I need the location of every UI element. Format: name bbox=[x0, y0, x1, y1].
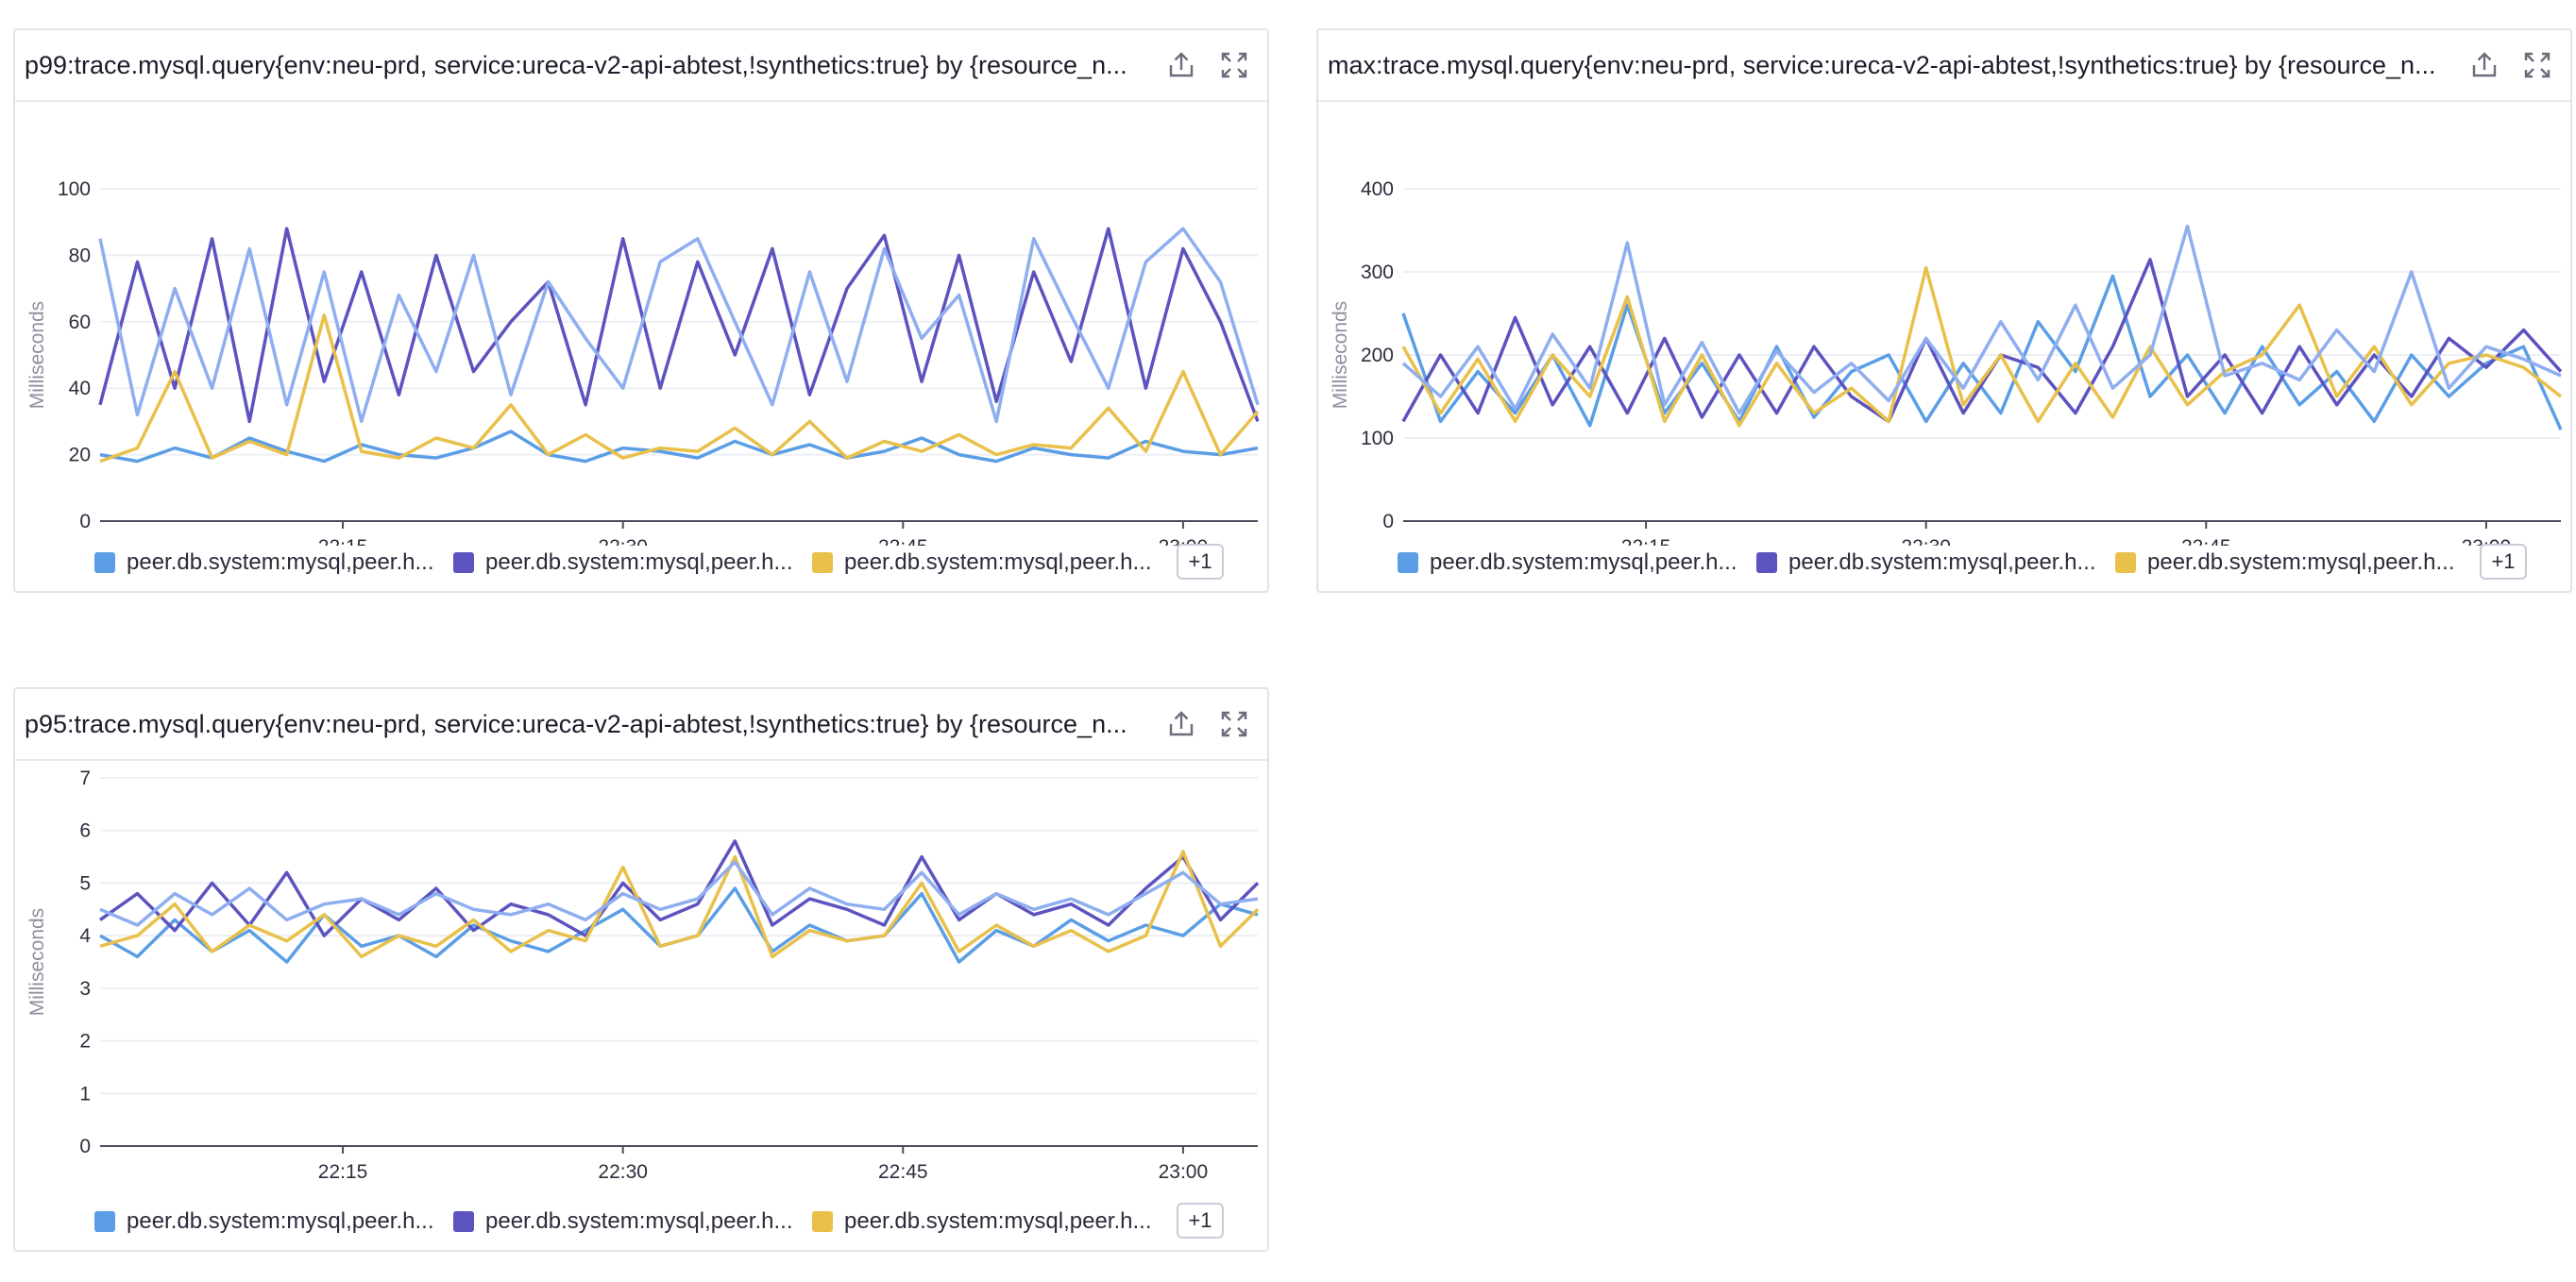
y-tick-label: 60 bbox=[69, 312, 91, 333]
y-tick-label: 400 bbox=[1361, 178, 1394, 200]
widget-title: p95:trace.mysql.query{env:neu-prd, servi… bbox=[25, 710, 1127, 738]
legend-label: peer.db.system:mysql,peer.h... bbox=[485, 549, 793, 575]
x-tick-label: 22:45 bbox=[878, 536, 928, 546]
y-tick-label: 100 bbox=[58, 178, 91, 200]
expand-icon[interactable] bbox=[1218, 49, 1250, 81]
legend-more-button[interactable]: +1 bbox=[2480, 544, 2527, 580]
legend-item[interactable]: peer.db.system:mysql,peer.h... bbox=[453, 544, 793, 582]
y-tick-label: 2 bbox=[79, 1031, 91, 1053]
y-tick-label: 5 bbox=[79, 872, 91, 894]
legend-label: peer.db.system:mysql,peer.h... bbox=[1430, 549, 1737, 575]
series-line-4[interactable] bbox=[99, 860, 1259, 927]
y-axis-label: Milliseconds bbox=[1330, 301, 1351, 409]
legend-label: peer.db.system:mysql,peer.h... bbox=[485, 1208, 793, 1234]
legend-item[interactable]: peer.db.system:mysql,peer.h... bbox=[812, 1203, 1152, 1240]
timeseries-widget-p99: p99:trace.mysql.query{env:neu-prd, servi… bbox=[13, 28, 1269, 593]
timeseries-widget-max: max:trace.mysql.query{env:neu-prd, servi… bbox=[1316, 28, 2572, 593]
y-tick-label: 20 bbox=[69, 445, 91, 466]
x-tick-label: 22:30 bbox=[598, 536, 648, 546]
widget-title: p99:trace.mysql.query{env:neu-prd, servi… bbox=[25, 51, 1127, 79]
y-tick-label: 6 bbox=[79, 820, 91, 842]
timeseries-plot[interactable]: 0 100 200 300 400 22:15 22:30 22:45 23:00 Millise… bbox=[1318, 102, 2570, 546]
series-line-3[interactable] bbox=[1401, 265, 2563, 428]
legend-item[interactable]: peer.db.system:mysql,peer.h... bbox=[1398, 544, 1737, 582]
legend-swatch bbox=[812, 1211, 833, 1232]
x-tick-label: 22:15 bbox=[1621, 536, 1671, 546]
x-tick-label: 22:45 bbox=[2181, 536, 2231, 546]
x-tick-label: 22:45 bbox=[878, 1161, 928, 1183]
legend-swatch bbox=[453, 552, 474, 573]
export-icon[interactable] bbox=[1165, 708, 1197, 740]
chart-legend: peer.db.system:mysql,peer.h... peer.db.s… bbox=[1384, 544, 2533, 582]
y-tick-label: 0 bbox=[79, 1136, 91, 1157]
y-tick-label: 4 bbox=[79, 925, 91, 947]
legend-item[interactable]: peer.db.system:mysql,peer.h... bbox=[94, 1203, 434, 1240]
y-grid bbox=[100, 777, 1258, 1095]
y-axis-label: Milliseconds bbox=[26, 301, 48, 409]
series-line-2[interactable] bbox=[98, 839, 1260, 937]
y-tick-label: 3 bbox=[79, 978, 91, 1000]
x-tick-label: 22:15 bbox=[318, 1161, 368, 1183]
y-tick-label: 80 bbox=[69, 245, 91, 266]
legend-label: peer.db.system:mysql,peer.h... bbox=[127, 549, 434, 575]
series-line-3[interactable] bbox=[99, 850, 1260, 959]
series-line-1[interactable] bbox=[1401, 274, 2563, 430]
legend-item[interactable]: peer.db.system:mysql,peer.h... bbox=[1756, 544, 2096, 582]
export-icon[interactable] bbox=[1165, 49, 1197, 81]
expand-icon[interactable] bbox=[2521, 49, 2553, 81]
timeseries-widget-p95: p95:trace.mysql.query{env:neu-prd, servi… bbox=[13, 687, 1269, 1252]
widget-header: max:trace.mysql.query{env:neu-prd, servi… bbox=[1318, 30, 2570, 102]
expand-icon[interactable] bbox=[1218, 708, 1250, 740]
legend-swatch bbox=[1756, 552, 1777, 573]
legend-item[interactable]: peer.db.system:mysql,peer.h... bbox=[94, 544, 434, 582]
legend-swatch bbox=[812, 552, 833, 573]
legend-label: peer.db.system:mysql,peer.h... bbox=[2147, 549, 2455, 575]
legend-label: peer.db.system:mysql,peer.h... bbox=[127, 1208, 434, 1234]
series-line-3[interactable] bbox=[99, 313, 1260, 464]
legend-more-button[interactable]: +1 bbox=[1177, 544, 1224, 580]
series-line-4[interactable] bbox=[98, 227, 1260, 424]
legend-swatch bbox=[1398, 552, 1418, 573]
export-icon[interactable] bbox=[2468, 49, 2500, 81]
timeseries-plot[interactable]: 0 20 40 60 80 100 22:15 22:30 22:45 23:00 Millisec… bbox=[15, 102, 1267, 546]
x-tick-label: 23:00 bbox=[2462, 536, 2512, 546]
legend-item[interactable]: peer.db.system:mysql,peer.h... bbox=[2115, 544, 2455, 582]
y-tick-label: 0 bbox=[79, 511, 91, 532]
chart-legend: peer.db.system:mysql,peer.h... peer.db.s… bbox=[81, 544, 1229, 582]
series-line-1[interactable] bbox=[99, 430, 1259, 464]
widget-header: p95:trace.mysql.query{env:neu-prd, servi… bbox=[15, 689, 1267, 761]
y-tick-label: 0 bbox=[1382, 511, 1394, 532]
legend-swatch bbox=[453, 1211, 474, 1232]
widget-title: max:trace.mysql.query{env:neu-prd, servi… bbox=[1328, 51, 2436, 79]
series-line-2[interactable] bbox=[98, 227, 1260, 424]
y-tick-label: 200 bbox=[1361, 345, 1394, 366]
legend-label: peer.db.system:mysql,peer.h... bbox=[844, 1208, 1152, 1234]
y-tick-label: 300 bbox=[1361, 261, 1394, 283]
widget-header: p99:trace.mysql.query{env:neu-prd, servi… bbox=[15, 30, 1267, 102]
y-tick-label: 40 bbox=[69, 378, 91, 399]
legend-swatch bbox=[94, 1211, 115, 1232]
timeseries-plot[interactable]: 0 1 2 3 4 5 6 7 22:15 22:30 22:45 23:00 Milliseconds bbox=[15, 761, 1267, 1205]
legend-swatch bbox=[94, 552, 115, 573]
y-tick-label: 7 bbox=[79, 768, 91, 789]
x-tick-label: 22:15 bbox=[318, 536, 368, 546]
y-tick-label: 100 bbox=[1361, 428, 1394, 449]
y-axis-label: Milliseconds bbox=[26, 908, 48, 1016]
chart-legend: peer.db.system:mysql,peer.h... peer.db.s… bbox=[81, 1203, 1229, 1240]
x-tick-label: 22:30 bbox=[598, 1161, 648, 1183]
legend-more-button[interactable]: +1 bbox=[1177, 1203, 1224, 1239]
x-tick-label: 23:00 bbox=[1159, 1161, 1209, 1183]
x-tick-label: 23:00 bbox=[1159, 536, 1209, 546]
series-line-1[interactable] bbox=[99, 886, 1259, 964]
y-tick-label: 1 bbox=[79, 1083, 91, 1105]
series-line-4[interactable] bbox=[1401, 224, 2562, 415]
x-tick-label: 22:30 bbox=[1901, 536, 1951, 546]
legend-swatch bbox=[2115, 552, 2136, 573]
legend-item[interactable]: peer.db.system:mysql,peer.h... bbox=[453, 1203, 793, 1240]
legend-item[interactable]: peer.db.system:mysql,peer.h... bbox=[812, 544, 1152, 582]
legend-label: peer.db.system:mysql,peer.h... bbox=[1788, 549, 2096, 575]
legend-label: peer.db.system:mysql,peer.h... bbox=[844, 549, 1152, 575]
